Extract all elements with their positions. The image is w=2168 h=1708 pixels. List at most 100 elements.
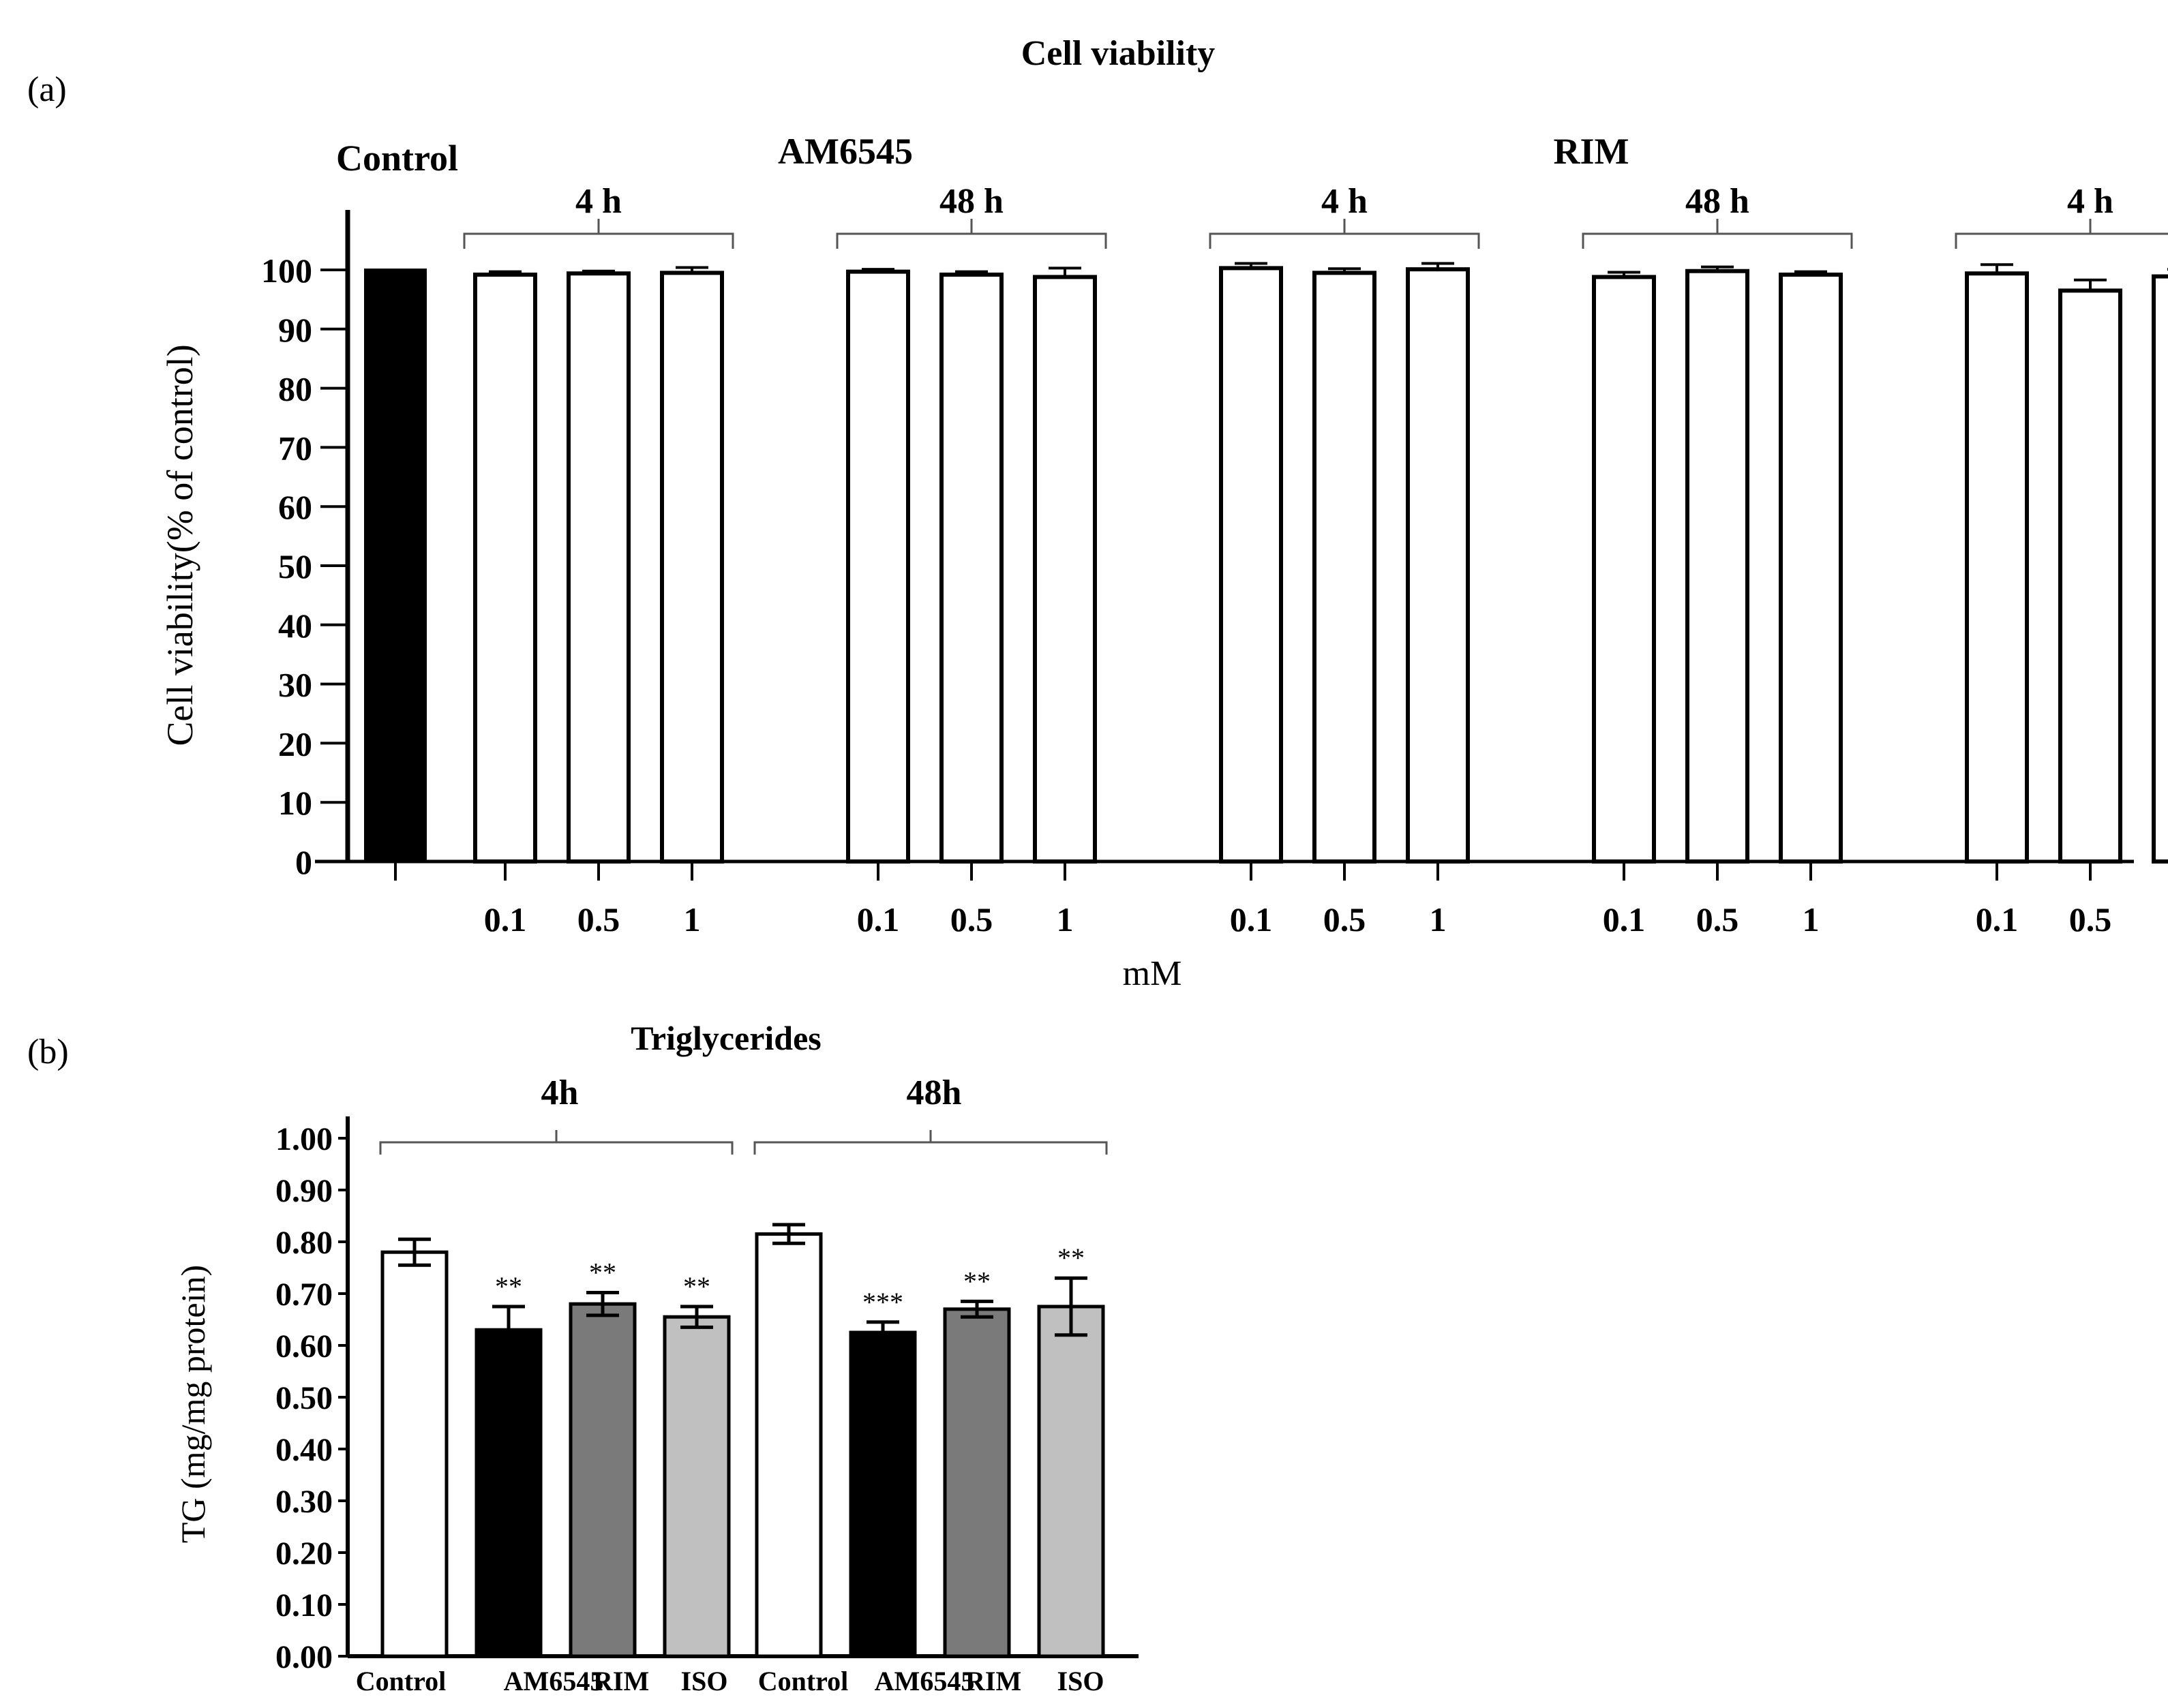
panel-a-dose-label: 1 — [1057, 900, 1074, 939]
bar-iso-4h-1 — [2152, 274, 2168, 864]
bar-iso-4h-0.1 — [1965, 271, 2029, 864]
panel-b-y-tick-label: 0.00 — [275, 1639, 333, 1675]
panel-b-y-tick-label: 0.50 — [275, 1380, 333, 1416]
panel-b-y-tick-label: 0.90 — [275, 1173, 333, 1209]
bar-am6545-4h-0.5 — [567, 271, 631, 864]
time-bracket — [463, 219, 734, 249]
panel-b-y-tick-label: 0.60 — [275, 1328, 333, 1364]
error-bar — [2074, 278, 2107, 292]
bar-control — [364, 269, 427, 863]
error-bar — [492, 1305, 525, 1355]
time-bracket — [1582, 219, 1853, 249]
panel-a-dose-label: 1 — [1430, 900, 1447, 939]
error-bar — [680, 1305, 713, 1329]
panel-b-category-label: RIM — [593, 1666, 649, 1696]
error-bar — [1608, 271, 1640, 279]
bar-am6545-4h — [475, 1328, 543, 1658]
panel-a-time-label: 4 h — [575, 182, 622, 221]
panel-a-y-tick-label: 60 — [278, 488, 312, 526]
panel-b-y-tick-label: 1.00 — [275, 1121, 333, 1157]
error-bar — [1055, 1276, 1087, 1337]
panel-a-dose-label: 0.1 — [857, 900, 900, 939]
panel-a-y-tick-label: 0 — [295, 843, 312, 881]
panel-b-category-label: RIM — [965, 1666, 1021, 1696]
panel-a-dose-label: 0.5 — [1696, 900, 1739, 939]
error-bar — [772, 1223, 805, 1245]
significance-marker: ** — [683, 1271, 710, 1302]
panel-b-y-tick-label: 0.20 — [275, 1536, 333, 1572]
time-bracket — [836, 219, 1107, 249]
panel-a-dose-label: 0.1 — [1976, 900, 2019, 939]
error-bar — [676, 266, 708, 275]
panel-b-triglycerides: (b) Triglycerides TG (mg/mg protein) 0.0… — [27, 1019, 1139, 1696]
bar-rim-4h — [569, 1302, 637, 1658]
bar-am6545-4h-1 — [660, 271, 724, 864]
error-bar — [1981, 263, 2013, 275]
error-bar — [1794, 270, 1827, 276]
panel-a-y-tick-label: 30 — [278, 666, 312, 704]
panel-a-dose-label: 0.1 — [484, 900, 527, 939]
bar-rim-4h-1 — [1406, 267, 1470, 864]
panel-a-control-header: Control — [336, 138, 458, 179]
significance-marker: ** — [589, 1257, 616, 1287]
error-bar — [961, 1299, 993, 1319]
time-bracket — [379, 1130, 734, 1155]
panel-a-title: Cell viability — [1021, 34, 1216, 73]
panel-b-time-label: 4h — [541, 1073, 579, 1112]
panel-a-dose-label: 0.1 — [1603, 900, 1646, 939]
error-bar — [489, 270, 522, 276]
panel-a-x-axis-label: mM — [1123, 954, 1182, 993]
significance-marker: ** — [1057, 1242, 1085, 1273]
panel-b-y-tick-label: 0.40 — [275, 1432, 333, 1468]
panel-a-dose-label: 1 — [684, 900, 701, 939]
panel-a-y-tick-label: 20 — [278, 725, 312, 763]
bar-control-48h — [755, 1232, 823, 1658]
panel-b-y-tick-label: 0.30 — [275, 1484, 333, 1520]
significance-marker: ** — [495, 1271, 522, 1302]
significance-marker: *** — [862, 1287, 903, 1317]
panel-a-cell-viability: (a) Cell viability Control Cell viabilit… — [27, 34, 2168, 993]
bar-am6545-48h-0.1 — [846, 269, 910, 864]
bar-am6545-48h-1 — [1033, 275, 1097, 864]
error-bar — [398, 1237, 431, 1267]
error-bar — [1049, 266, 1081, 279]
panel-b-category-label: Control — [356, 1666, 447, 1696]
panel-a-dose-label: 0.5 — [2069, 900, 2112, 939]
bar-am6545-48h — [849, 1330, 917, 1658]
panel-a-dose-label: 0.1 — [1230, 900, 1273, 939]
panel-a-y-tick-label: 100 — [261, 251, 312, 290]
panel-a-dose-label: 0.5 — [950, 900, 993, 939]
error-bar — [586, 1290, 619, 1317]
error-bar — [867, 1320, 899, 1345]
error-bar — [582, 269, 615, 275]
panel-b-title: Triglycerides — [631, 1019, 822, 1057]
panel-a-y-tick-label: 50 — [278, 547, 312, 585]
panel-a-compound-label: AM6545 — [778, 131, 913, 172]
significance-marker: ** — [963, 1266, 991, 1296]
panel-b-category-label: Control — [758, 1666, 849, 1696]
panel-b-category-label: AM6545 — [504, 1666, 604, 1696]
panel-a-y-tick-label: 80 — [278, 370, 312, 408]
panel-b-label: (b) — [27, 1033, 69, 1071]
panel-a-y-tick-label: 90 — [278, 311, 312, 349]
panel-b-y-axis-label: TG (mg/mg protein) — [174, 1265, 212, 1543]
bar-am6545-48h-0.5 — [939, 272, 1004, 864]
panel-a-time-label: 4 h — [2067, 182, 2113, 221]
panel-a-dose-label: 0.5 — [577, 900, 620, 939]
panel-b-y-tick-label: 0.70 — [275, 1277, 333, 1313]
panel-a-time-label: 4 h — [1321, 182, 1368, 221]
panel-a-y-axis-label: Cell viability(% of control) — [160, 344, 200, 746]
panel-a-y-tick-label: 40 — [278, 607, 312, 645]
error-bar — [1421, 262, 1454, 271]
bar-control-4h — [380, 1250, 449, 1658]
panel-a-dose-label: 0.5 — [1323, 900, 1366, 939]
time-bracket — [753, 1130, 1108, 1155]
error-bar — [955, 270, 988, 276]
error-bar — [862, 268, 894, 273]
panel-a-compound-label: RIM — [1554, 131, 1629, 172]
panel-a-y-tick-label: 10 — [278, 784, 312, 822]
bar-rim-48h-0.1 — [1592, 275, 1656, 864]
bar-iso-4h — [663, 1315, 731, 1658]
bar-iso-48h — [1037, 1305, 1105, 1658]
